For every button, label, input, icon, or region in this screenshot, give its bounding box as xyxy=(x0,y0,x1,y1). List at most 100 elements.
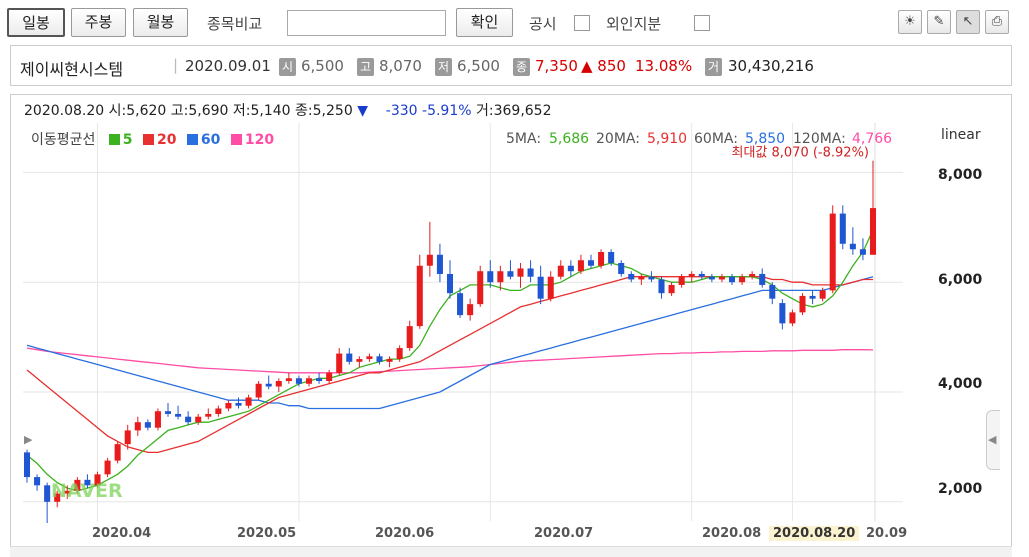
candle-body xyxy=(587,260,595,266)
candle-body xyxy=(406,326,413,349)
stock-info-bar: 제이씨현시스템 | 2020.09.01 시 6,500 고 8,070 저 6… xyxy=(10,45,1012,86)
candle-body xyxy=(84,479,91,486)
hud-date: 2020.08.20 xyxy=(24,103,105,119)
ma20-line xyxy=(26,276,873,454)
candle-body xyxy=(396,348,403,360)
confirm-button[interactable]: 확인 xyxy=(456,8,513,37)
candle-body xyxy=(376,356,383,362)
change-value: ▲ 850 xyxy=(581,57,626,75)
candle-body xyxy=(739,276,746,283)
info-date: 2020.09.01 xyxy=(185,57,271,75)
hud-arrow: ▼ xyxy=(357,103,368,119)
candle-body xyxy=(356,359,363,362)
max-annotation: 최대값 8,070 (-8.92%) xyxy=(732,146,870,161)
candle-body xyxy=(849,243,856,250)
open-value: 6,500 xyxy=(301,57,344,75)
ma120-value: 4,766 xyxy=(852,131,893,147)
candlestick-chart[interactable]: 최대값 8,070 (-8.92%)NAVER최소값 1,850 (297.30… xyxy=(23,123,903,523)
candle-body xyxy=(718,276,725,280)
candle-body xyxy=(618,262,625,274)
compare-input[interactable] xyxy=(287,10,446,36)
ma60-label: 60MA: xyxy=(694,131,738,147)
hud-change-pct: -5.91% xyxy=(422,103,472,119)
candle-body xyxy=(547,276,554,299)
candle-body xyxy=(265,383,272,387)
candle-body xyxy=(134,422,141,431)
candle-body xyxy=(678,276,685,285)
tab-daily[interactable]: 일봉 xyxy=(7,8,65,37)
candle-body xyxy=(185,416,192,423)
ma60-swatch xyxy=(186,134,198,145)
print-icon[interactable]: ⎙ xyxy=(985,10,1009,34)
lightbulb-icon[interactable]: ☀ xyxy=(898,10,922,34)
tab-monthly[interactable]: 월봉 xyxy=(133,8,188,37)
candle-body xyxy=(64,490,71,494)
disclosure-label: 공시 xyxy=(529,15,557,33)
candle-body xyxy=(477,271,484,305)
stock-name: 제이씨현시스템 xyxy=(20,60,124,79)
candle-body xyxy=(436,254,443,274)
candle-body xyxy=(507,271,514,277)
x-tick-label: 20.09 xyxy=(866,526,908,541)
x-crosshair-date: 2020.08.20 xyxy=(769,526,860,541)
x-tick-label: 2020.04 xyxy=(92,526,152,541)
side-panel-toggle[interactable] xyxy=(986,410,1000,470)
candle-body xyxy=(326,372,333,382)
hud-change: -330 xyxy=(385,103,418,119)
candle-body xyxy=(527,268,534,277)
candle-body xyxy=(225,402,232,409)
candle-body xyxy=(154,411,161,428)
ma-legend-title: 이동평균선 xyxy=(31,132,96,148)
disclosure-checkbox[interactable] xyxy=(574,15,590,31)
tab-weekly[interactable]: 주봉 xyxy=(71,8,126,37)
candle-body xyxy=(728,276,736,283)
candle-body xyxy=(195,416,202,423)
scroll-left-icon[interactable]: ▶ xyxy=(24,433,33,446)
candle-body xyxy=(245,397,252,406)
naver-watermark: NAVER xyxy=(51,480,123,502)
candle-body xyxy=(567,265,574,272)
ma120-line xyxy=(26,347,874,374)
candle-body xyxy=(789,312,796,324)
candle-body xyxy=(215,408,222,414)
candle-body xyxy=(366,356,373,360)
high-value: 8,070 xyxy=(379,57,422,75)
ma120-legend-label: 120 xyxy=(244,132,275,148)
candle-body xyxy=(305,378,313,384)
candle-body xyxy=(23,452,31,478)
candle-body xyxy=(577,260,584,272)
ma120-label: 120MA: xyxy=(793,131,846,147)
divider: | xyxy=(173,56,179,74)
pen-icon[interactable]: ✎ xyxy=(927,10,951,34)
candle-body xyxy=(799,295,806,313)
candle-body xyxy=(537,276,544,299)
candle-body xyxy=(94,474,101,486)
hud-low: 저:5,140 xyxy=(232,103,291,119)
foreign-checkbox[interactable] xyxy=(694,15,710,31)
collapse-arrow-icon[interactable]: ◀ xyxy=(988,433,997,446)
candle-body xyxy=(668,284,675,294)
candle-body xyxy=(658,279,665,294)
chart-frame xyxy=(10,94,1012,557)
hud-close: 종:5,250 xyxy=(295,103,353,119)
scale-mode-label[interactable]: linear xyxy=(941,127,981,143)
change-pct: 13.08% xyxy=(635,57,693,75)
ma5-swatch xyxy=(108,134,120,145)
ma120-swatch xyxy=(230,134,242,145)
candle-body xyxy=(608,252,615,263)
candle-body xyxy=(205,413,212,417)
cursor-icon[interactable]: ↖ xyxy=(956,10,980,34)
crosshair-readout: 2020.08.20 시:5,620 고:5,690 저:5,140 종:5,2… xyxy=(24,100,552,120)
close-badge: 종 xyxy=(513,58,530,76)
candle-body xyxy=(386,359,393,362)
candle-body xyxy=(54,493,61,502)
foreign-label: 외인지분 xyxy=(606,15,662,33)
y-tick-label: 6,000 xyxy=(938,272,983,288)
toolbar: 일봉 주봉 월봉 종목비교 확인 공시 외인지분 ☀ ✎ ↖ ⎙ xyxy=(0,0,1029,44)
candle-body xyxy=(809,295,816,299)
candle-body xyxy=(769,284,776,299)
ma60-legend-label: 60 xyxy=(200,132,221,148)
y-tick-label: 8,000 xyxy=(938,167,983,183)
candle-body xyxy=(698,273,705,277)
candle-body xyxy=(688,273,695,277)
